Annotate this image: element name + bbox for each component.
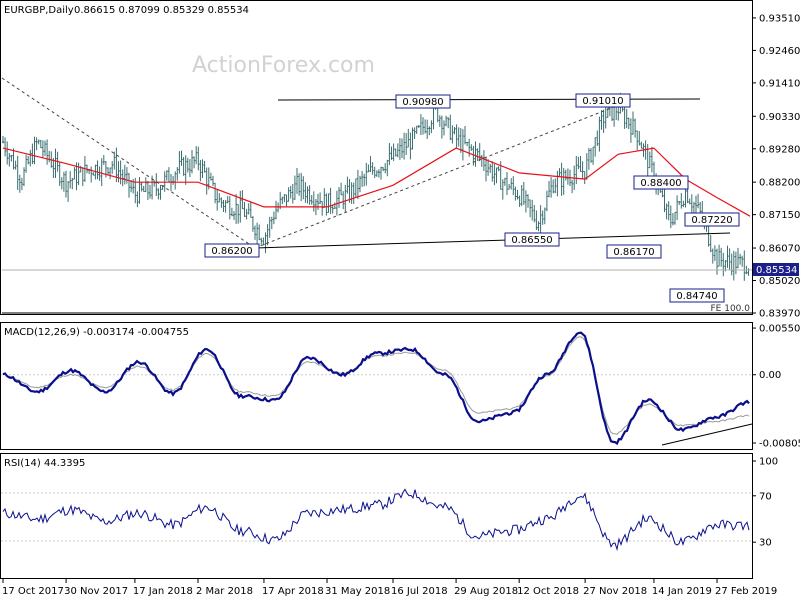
rsi-line (2, 488, 750, 552)
price-y-axis: 0.93510 0.92460 0.91410 0.90330 0.89280 0.882… (752, 13, 800, 320)
macd-tick-label: 0.00 (759, 370, 781, 381)
fe-annotation: FE 100.0 (711, 304, 751, 314)
price-tick-label: 0.85020 (759, 276, 800, 287)
label-08840: 0.88400 (640, 178, 681, 189)
macd-line (2, 331, 750, 446)
x-tick-label: 17 Oct 2017 (2, 586, 64, 597)
x-tick-label: 12 Oct 2018 (517, 586, 579, 597)
macd-y-axis: 0.005504 0.00 -0.00805 (1, 324, 800, 450)
macd-divergence-line (661, 423, 753, 446)
current-price-label: 0.85534 (756, 265, 797, 276)
rsi-tick-label: 100 (759, 457, 778, 468)
x-axis: 17 Oct 2017 30 Nov 2017 17 Jan 2018 2 Mar 2… (2, 579, 777, 597)
label-08722: 0.87220 (691, 215, 732, 226)
neckline (254, 232, 731, 249)
price-tick-label: 0.88200 (759, 178, 800, 189)
price-tick-label: 0.93510 (759, 13, 800, 24)
x-tick-label: 14 Jan 2019 (652, 586, 712, 597)
symbol-title: EURGBP,Daily (4, 5, 74, 16)
price-tick-label: 0.91410 (759, 78, 800, 89)
current-price-box (753, 263, 799, 276)
price-labels: 0.90980 0.91010 0.88400 0.87220 0.86200 … (204, 93, 751, 314)
candles (2, 92, 750, 281)
watermark: ActionForex.com (192, 53, 375, 78)
x-tick-label: 31 May 2018 (325, 586, 390, 597)
price-tick-label: 0.90330 (759, 112, 800, 123)
label-08655: 0.86550 (511, 235, 552, 246)
x-tick-label: 27 Feb 2019 (715, 586, 777, 597)
rsi-panel-frame (0, 453, 753, 579)
price-tick-label: 0.87150 (759, 210, 800, 221)
price-tick-label: 0.89280 (759, 144, 800, 155)
rsi-title: RSI(14) 44.3395 (4, 458, 85, 469)
macd-title: MACD(12,26,9) -0.003174 -0.004755 (4, 327, 189, 338)
macd-tick-label: 0.005504 (759, 324, 800, 335)
label-08474: 0.84740 (676, 291, 717, 302)
macd-tick-label: -0.00805 (759, 439, 800, 450)
rsi-tick-label: 70 (759, 491, 772, 502)
x-tick-label: 17 Jan 2018 (133, 586, 193, 597)
label-08620: 0.86200 (211, 246, 252, 257)
label-08617: 0.86170 (613, 247, 654, 258)
price-tick-label: 0.86070 (759, 244, 800, 255)
price-panel-frame (0, 0, 753, 315)
x-tick-label: 16 Jul 2018 (391, 586, 448, 597)
macd-panel-frame (0, 322, 753, 450)
label-09101: 0.91010 (582, 96, 623, 107)
x-tick-label: 17 Apr 2018 (262, 586, 324, 597)
ohlc-readout: 0.86615 0.87099 0.85329 0.85534 (74, 5, 249, 16)
macd-signal-line (2, 336, 750, 435)
uptrend-dashed-line (254, 102, 625, 249)
x-tick-label: 29 Aug 2018 (454, 586, 518, 597)
price-tick-label: 0.92460 (759, 46, 800, 57)
rsi-y-axis: 100 70 30 (752, 457, 778, 549)
moving-average-line (2, 147, 751, 217)
x-tick-label: 2 Mar 2018 (196, 586, 253, 597)
x-tick-label: 27 Nov 2018 (583, 586, 647, 597)
x-tick-label: 30 Nov 2017 (64, 586, 128, 597)
price-tick-label: 0.83970 (759, 309, 800, 320)
downtrend-dashed-line (1, 77, 256, 249)
label-09098: 0.90980 (402, 97, 443, 108)
rsi-tick-label: 30 (759, 538, 772, 549)
